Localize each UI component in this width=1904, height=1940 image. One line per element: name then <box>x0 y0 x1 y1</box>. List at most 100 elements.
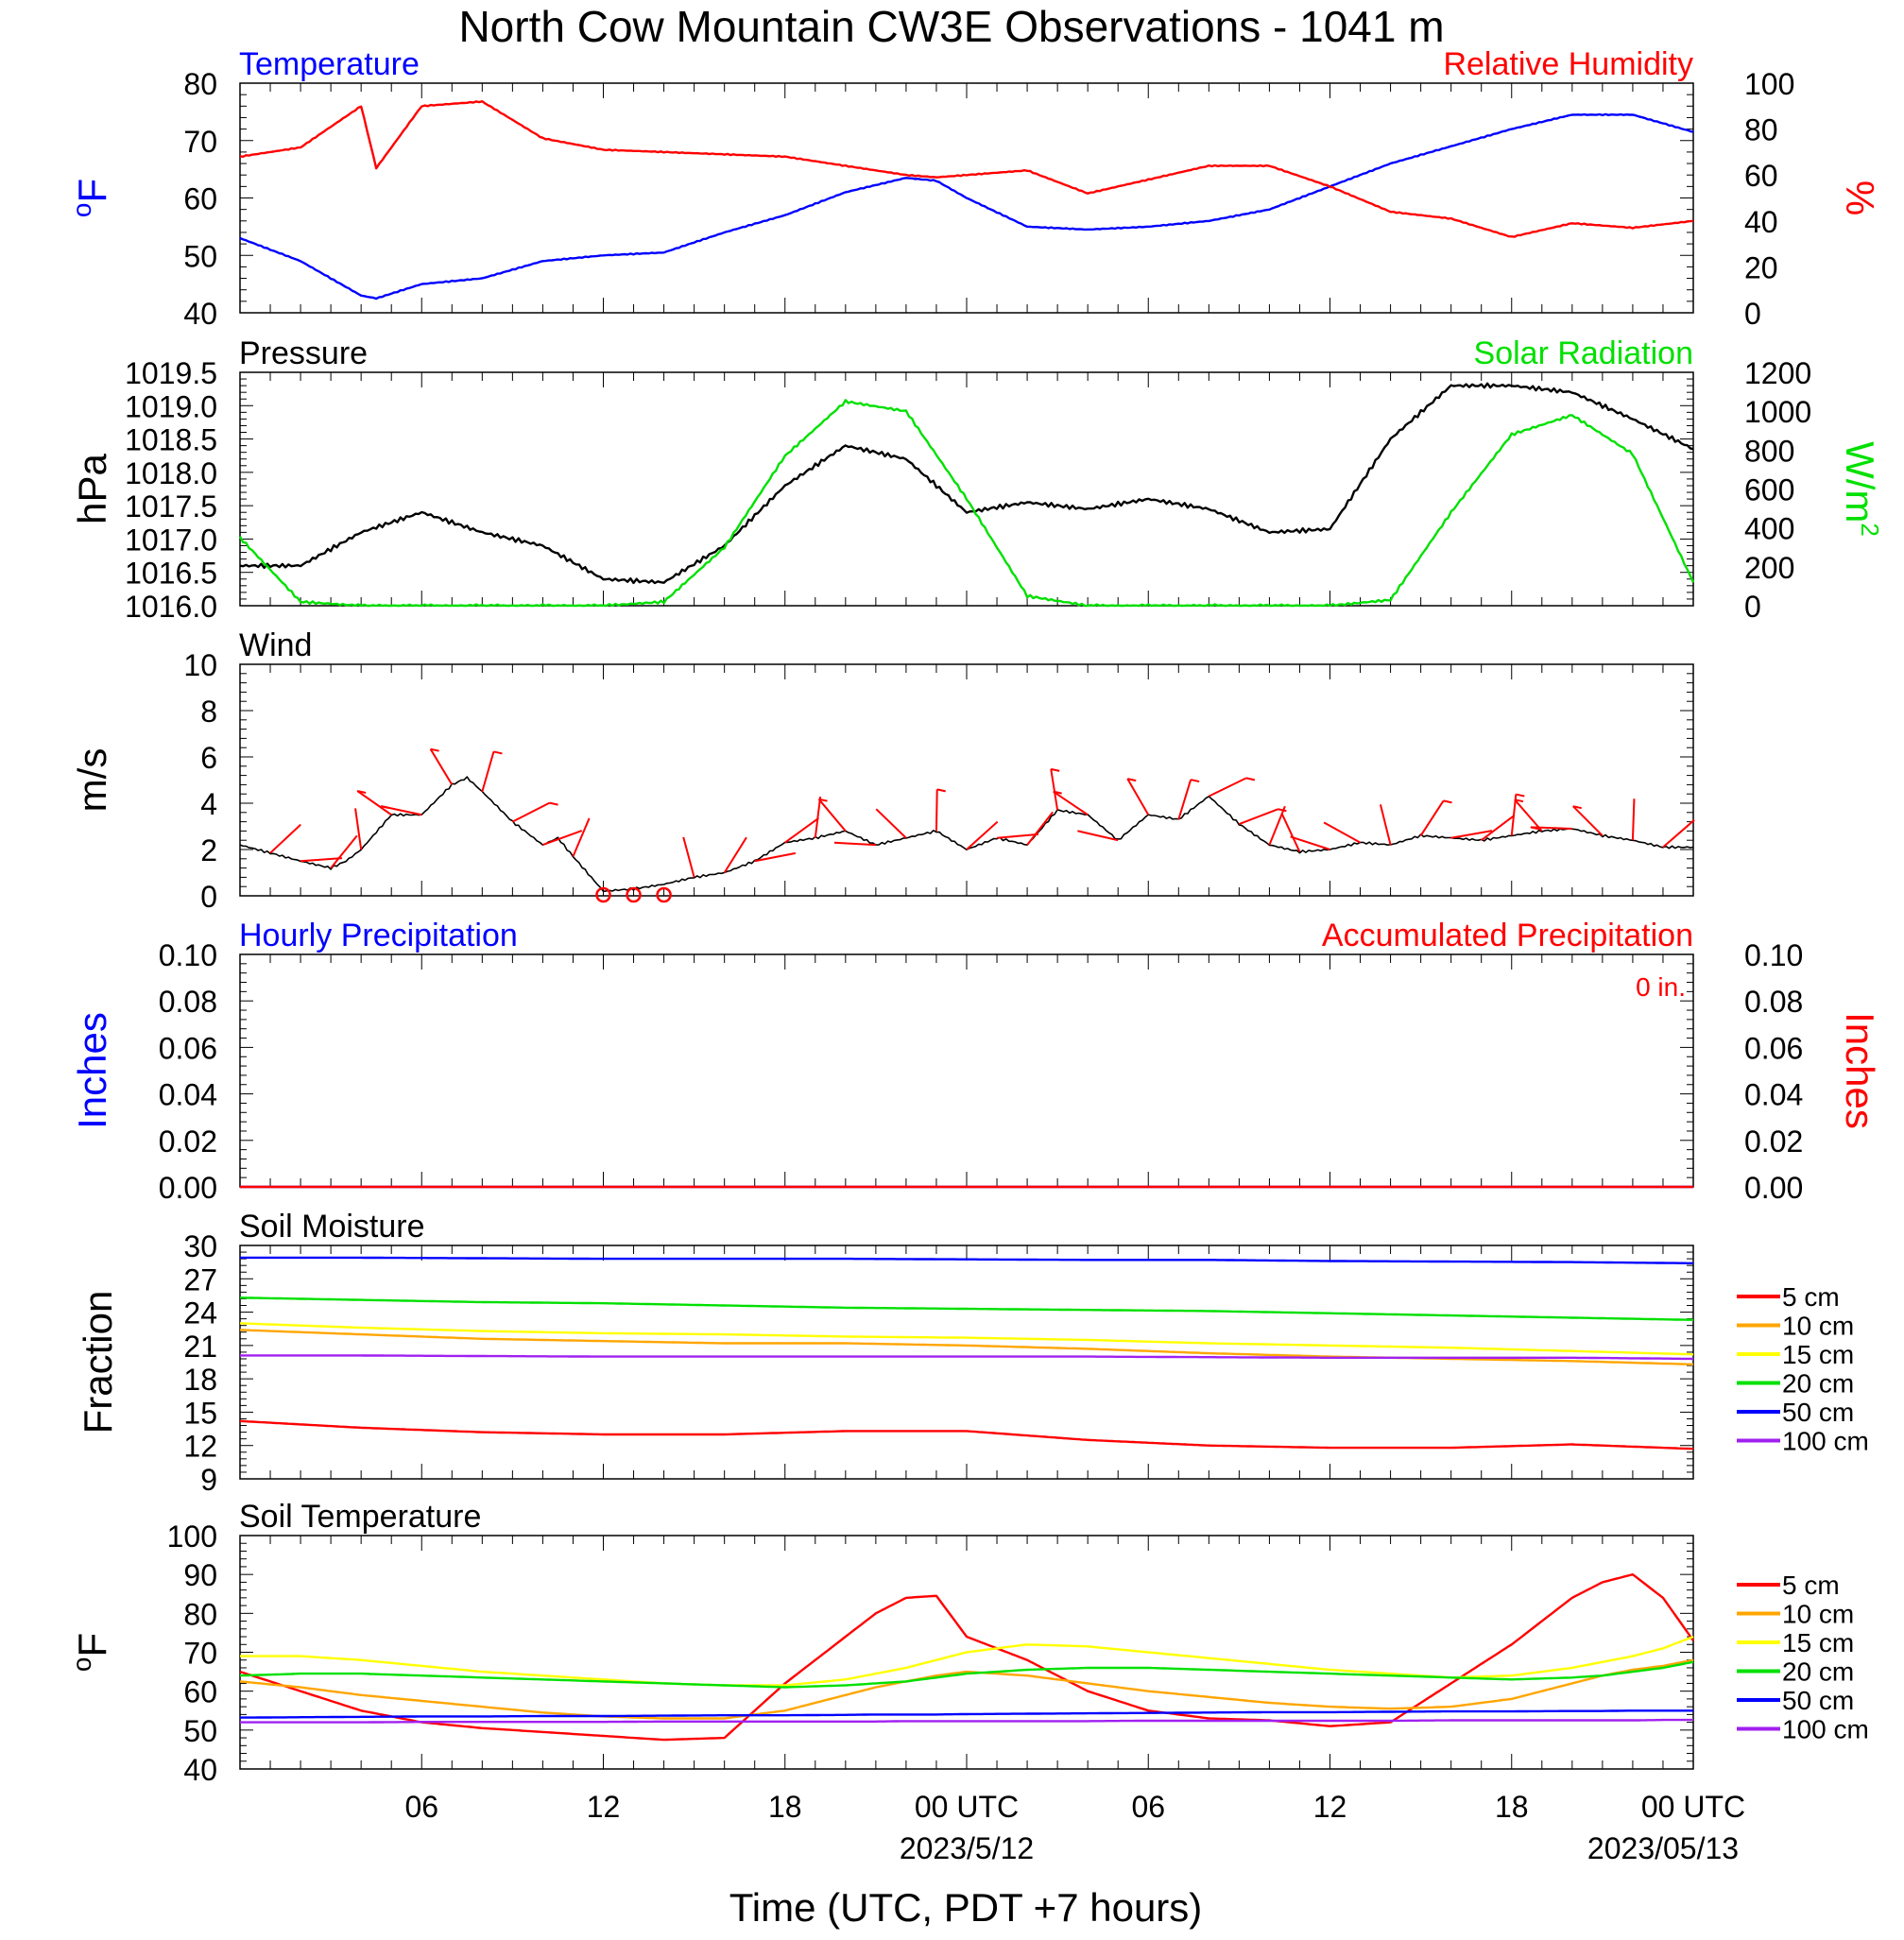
wind-barb <box>1280 814 1301 852</box>
x-tick-label: 06 <box>404 1790 438 1824</box>
y-tick-label: 6 <box>200 741 217 775</box>
wind-barb <box>784 816 819 844</box>
y-right-axis-title: Inches <box>1838 1012 1882 1129</box>
y-right-tick-label: 0.06 <box>1744 1031 1803 1065</box>
y-tick-label: 9 <box>200 1463 217 1497</box>
y-right-axis-title: % <box>1838 180 1882 215</box>
y-right-axis-title: W/m2 <box>1838 441 1884 537</box>
y-right-tick-label: 0.10 <box>1744 938 1803 972</box>
y-tick-label: 100 <box>167 1519 217 1554</box>
series-line-20-cm <box>240 1296 1694 1321</box>
y-tick-label: 21 <box>183 1330 217 1364</box>
wind-barb <box>1631 798 1636 841</box>
y-tick-label: 27 <box>183 1262 217 1296</box>
plot-frame <box>239 953 1694 1188</box>
wind-barb <box>1050 768 1059 811</box>
panel-title-left: Soil Moisture <box>239 1209 425 1245</box>
y-tick-label: 0.10 <box>159 938 217 972</box>
y-tick-label: 1019.0 <box>125 389 217 423</box>
panel-title-left: Soil Temperature <box>239 1499 481 1535</box>
y-tick-label: 1018.0 <box>125 456 217 490</box>
wind-barb-flag <box>1278 808 1287 813</box>
x-tick-label: 00 UTC <box>915 1790 1019 1824</box>
panel-temperature-humidity: 40 50 60 70 80 0 20 40 60 80 100 Temperature Relativ… <box>67 46 1882 331</box>
y-tick-label: 8 <box>200 695 217 729</box>
wind-barb <box>1450 830 1493 839</box>
wind-barb <box>1077 830 1119 842</box>
y-tick-label: 2 <box>200 833 217 867</box>
x-tick-label: 18 <box>768 1790 802 1824</box>
y-right-tick-label: 0 <box>1744 590 1761 624</box>
wind-barb <box>875 808 907 839</box>
calm-wind-marker <box>626 886 642 903</box>
wind-barb <box>1126 778 1150 815</box>
panel-wind: 0 2 4 6 8 10 Wind m/s <box>70 627 1695 914</box>
panel-pressure-solar: 1016.01016.51017.01017.51018.01018.51019… <box>70 335 1884 624</box>
y-tick-label: 50 <box>183 1714 217 1748</box>
y-right-tick-label: 1000 <box>1744 395 1811 429</box>
wind-barb <box>1530 826 1572 830</box>
wind-barb <box>1323 821 1362 844</box>
wind-barb-flag <box>1572 805 1582 810</box>
wind-barb-flag <box>380 805 390 810</box>
wind-barb <box>330 834 358 869</box>
y-tick-label: 24 <box>183 1296 217 1331</box>
y-axis-title: Inches <box>70 1012 114 1129</box>
wind-barb <box>833 841 876 847</box>
y-axis-title: m/s <box>70 748 114 813</box>
y-right-tick-label: 1200 <box>1744 356 1811 390</box>
wind-barb-flag <box>818 798 828 802</box>
y-axis-title: hPa <box>70 453 114 524</box>
y-tick-label: 70 <box>183 125 217 159</box>
legend-label: 10 cm <box>1782 1600 1854 1629</box>
wind-barb <box>1026 811 1054 846</box>
wind-barb <box>1572 805 1604 837</box>
panel-precipitation: 0.00 0.02 0.04 0.06 0.08 0.10 0.00 0.02 0.04 0.06… <box>70 918 1882 1205</box>
legend-label: 20 cm <box>1782 1369 1854 1399</box>
wind-barb-flag <box>1245 777 1256 781</box>
wind-barb <box>814 796 822 838</box>
y-tick-label: 60 <box>183 1675 217 1709</box>
y-tick-label: 1018.5 <box>125 423 217 457</box>
y-right-tick-label: 0.02 <box>1744 1125 1803 1159</box>
y-tick-label: 40 <box>183 297 217 331</box>
y-tick-label: 0.06 <box>159 1031 217 1065</box>
x-tick-label: 12 <box>1313 1790 1347 1824</box>
plot-frame <box>239 1245 1694 1480</box>
y-tick-label: 12 <box>183 1430 217 1464</box>
wind-barb <box>1481 814 1516 841</box>
y-tick-label: 1017.0 <box>125 523 217 557</box>
series-line-50-cm <box>239 1709 1693 1719</box>
y-tick-label: 50 <box>183 239 217 273</box>
series-line-10-cm <box>239 1329 1694 1366</box>
plot-frame <box>239 663 1694 897</box>
wind-barb <box>935 789 938 832</box>
y-tick-label: 1017.5 <box>125 489 217 524</box>
y-right-tick-label: 40 <box>1744 205 1778 239</box>
legend-label: 5 cm <box>1782 1282 1840 1312</box>
y-right-tick-label: 800 <box>1744 434 1794 468</box>
wind-barb <box>682 836 695 878</box>
wind-barb <box>1662 818 1695 849</box>
y-tick-label: 1016.5 <box>125 557 217 591</box>
wind-barb <box>966 820 999 850</box>
wind-barb-flag <box>493 750 503 755</box>
legend-label: 10 cm <box>1782 1312 1854 1341</box>
figure-title: North Cow Mountain CW3E Observations - 1… <box>458 2 1444 51</box>
wind-barb-flag <box>1190 779 1200 783</box>
wind-barb <box>723 836 747 874</box>
series-line-relative-humidity <box>239 99 1694 238</box>
x-tick-label: 12 <box>587 1790 621 1824</box>
wind-barb <box>481 751 495 793</box>
y-tick-label: 80 <box>183 1597 217 1631</box>
y-right-tick-label: 60 <box>1744 159 1778 193</box>
legend-label: 50 cm <box>1782 1686 1854 1715</box>
y-tick-label: 18 <box>183 1363 217 1397</box>
y-tick-label: 0 <box>200 880 217 914</box>
y-tick-label: 1016.0 <box>125 590 217 624</box>
y-right-tick-label: 100 <box>1744 67 1794 101</box>
wind-barb <box>1419 799 1445 836</box>
series-line-50-cm <box>240 1256 1693 1265</box>
legend-label: 15 cm <box>1782 1340 1854 1369</box>
